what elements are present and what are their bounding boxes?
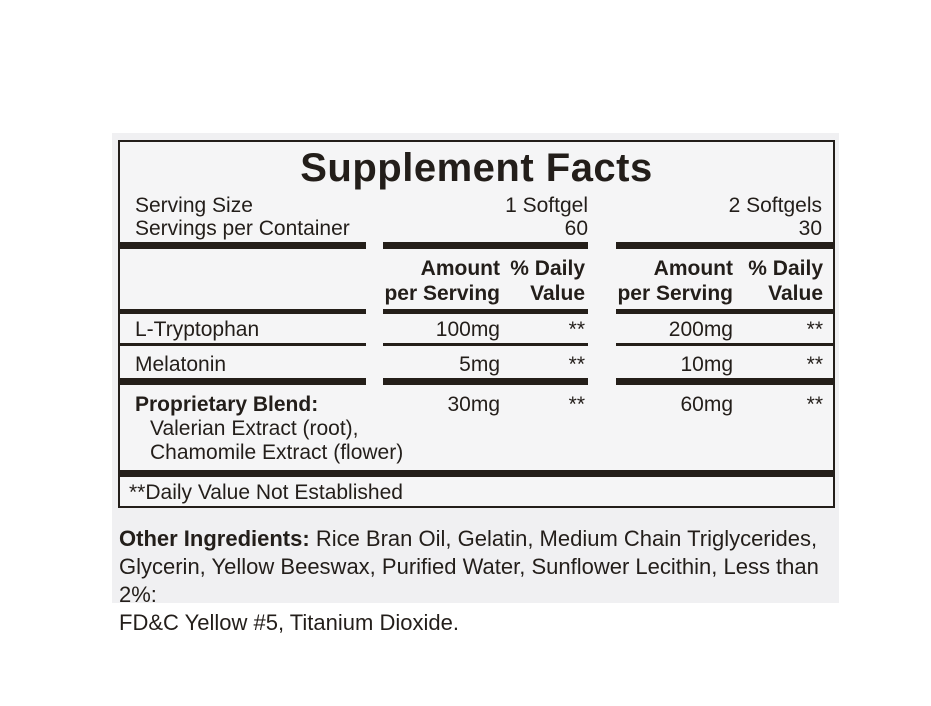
- servings-per-container-value-2: 30: [798, 217, 822, 240]
- servings-per-container-value-1: 60: [564, 217, 588, 240]
- ingredient-dv-1: **: [568, 393, 585, 416]
- ingredient-amount-1: 5mg: [459, 353, 500, 376]
- ingredient-amount-2: 200mg: [668, 318, 733, 341]
- column-header-daily-1: % Daily Value: [510, 256, 585, 306]
- rule-segment: [383, 378, 588, 385]
- blend-component: Valerian Extract (root),: [150, 417, 359, 440]
- column-header-amount-2: Amount per Serving: [617, 256, 733, 306]
- supplement-facts-panel: Supplement Facts Serving Size 1 Softgel …: [118, 140, 835, 508]
- ingredient-dv-1: **: [568, 353, 585, 376]
- serving-size-value-1: 1 Softgel: [505, 194, 588, 217]
- rule-segment: [120, 242, 366, 249]
- rule-segment: [120, 470, 833, 477]
- ingredient-name-proprietary-blend: Proprietary Blend:: [135, 393, 319, 416]
- column-header-amount-line1: Amount: [420, 257, 500, 280]
- other-ingredients-text: Rice Bran Oil, Gelatin, Medium Chain Tri…: [315, 526, 818, 551]
- rule-segment: [120, 309, 366, 314]
- column-header-amount-line2: per Serving: [384, 282, 500, 305]
- ingredient-dv-2: **: [806, 393, 823, 416]
- column-header-daily-line1: % Daily: [748, 257, 823, 280]
- panel-title: Supplement Facts: [300, 146, 653, 190]
- rule-segment: [383, 242, 588, 249]
- column-header-daily-line2: Value: [768, 282, 823, 305]
- rule-between-rows: [120, 343, 833, 346]
- other-ingredients-label: Other Ingredients:: [119, 526, 310, 551]
- servings-per-container-label: Servings per Container: [135, 217, 350, 240]
- rule-under-melatonin: [120, 378, 833, 385]
- rule-segment: [616, 343, 833, 346]
- rule-segment: [383, 309, 588, 314]
- ingredient-dv-1: **: [568, 318, 585, 341]
- column-header-amount-line2: per Serving: [617, 282, 733, 305]
- rule-under-headers: [120, 309, 833, 314]
- ingredient-dv-2: **: [806, 318, 823, 341]
- ingredient-name: L-Tryptophan: [135, 318, 260, 341]
- column-header-amount-line1: Amount: [653, 257, 733, 280]
- ingredient-amount-2: 10mg: [680, 353, 733, 376]
- ingredient-dv-2: **: [806, 353, 823, 376]
- rule-segment: [616, 242, 833, 249]
- rule-segment: [120, 378, 366, 385]
- rule-above-footnote: [120, 470, 833, 477]
- ingredient-name: Melatonin: [135, 353, 227, 376]
- rule-under-serving-info: [120, 242, 833, 249]
- column-header-daily-line1: % Daily: [510, 257, 585, 280]
- rule-segment: [616, 378, 833, 385]
- supplement-label-card: Supplement Facts Serving Size 1 Softgel …: [112, 133, 839, 635]
- column-header-amount-1: Amount per Serving: [384, 256, 500, 306]
- rule-segment: [383, 343, 588, 346]
- rule-segment: [120, 343, 366, 346]
- other-ingredients-line: FD&C Yellow #5, Titanium Dioxide.: [119, 610, 459, 635]
- ingredient-amount-1: 30mg: [447, 393, 500, 416]
- blend-component: Chamomile Extract (flower): [150, 441, 404, 464]
- rule-segment: [616, 309, 833, 314]
- daily-value-footnote: **Daily Value Not Established: [129, 481, 403, 504]
- other-ingredients-section: Other Ingredients: Rice Bran Oil, Gelati…: [119, 525, 831, 637]
- ingredient-amount-1: 100mg: [435, 318, 500, 341]
- column-header-daily-2: % Daily Value: [748, 256, 823, 306]
- other-ingredients-line: Other Ingredients: Rice Bran Oil, Gelati…: [119, 525, 831, 553]
- serving-size-value-2: 2 Softgels: [728, 194, 822, 217]
- serving-size-label: Serving Size: [135, 194, 253, 217]
- other-ingredients-line: Glycerin, Yellow Beeswax, Purified Water…: [119, 554, 819, 607]
- ingredient-amount-2: 60mg: [680, 393, 733, 416]
- column-header-daily-line2: Value: [530, 282, 585, 305]
